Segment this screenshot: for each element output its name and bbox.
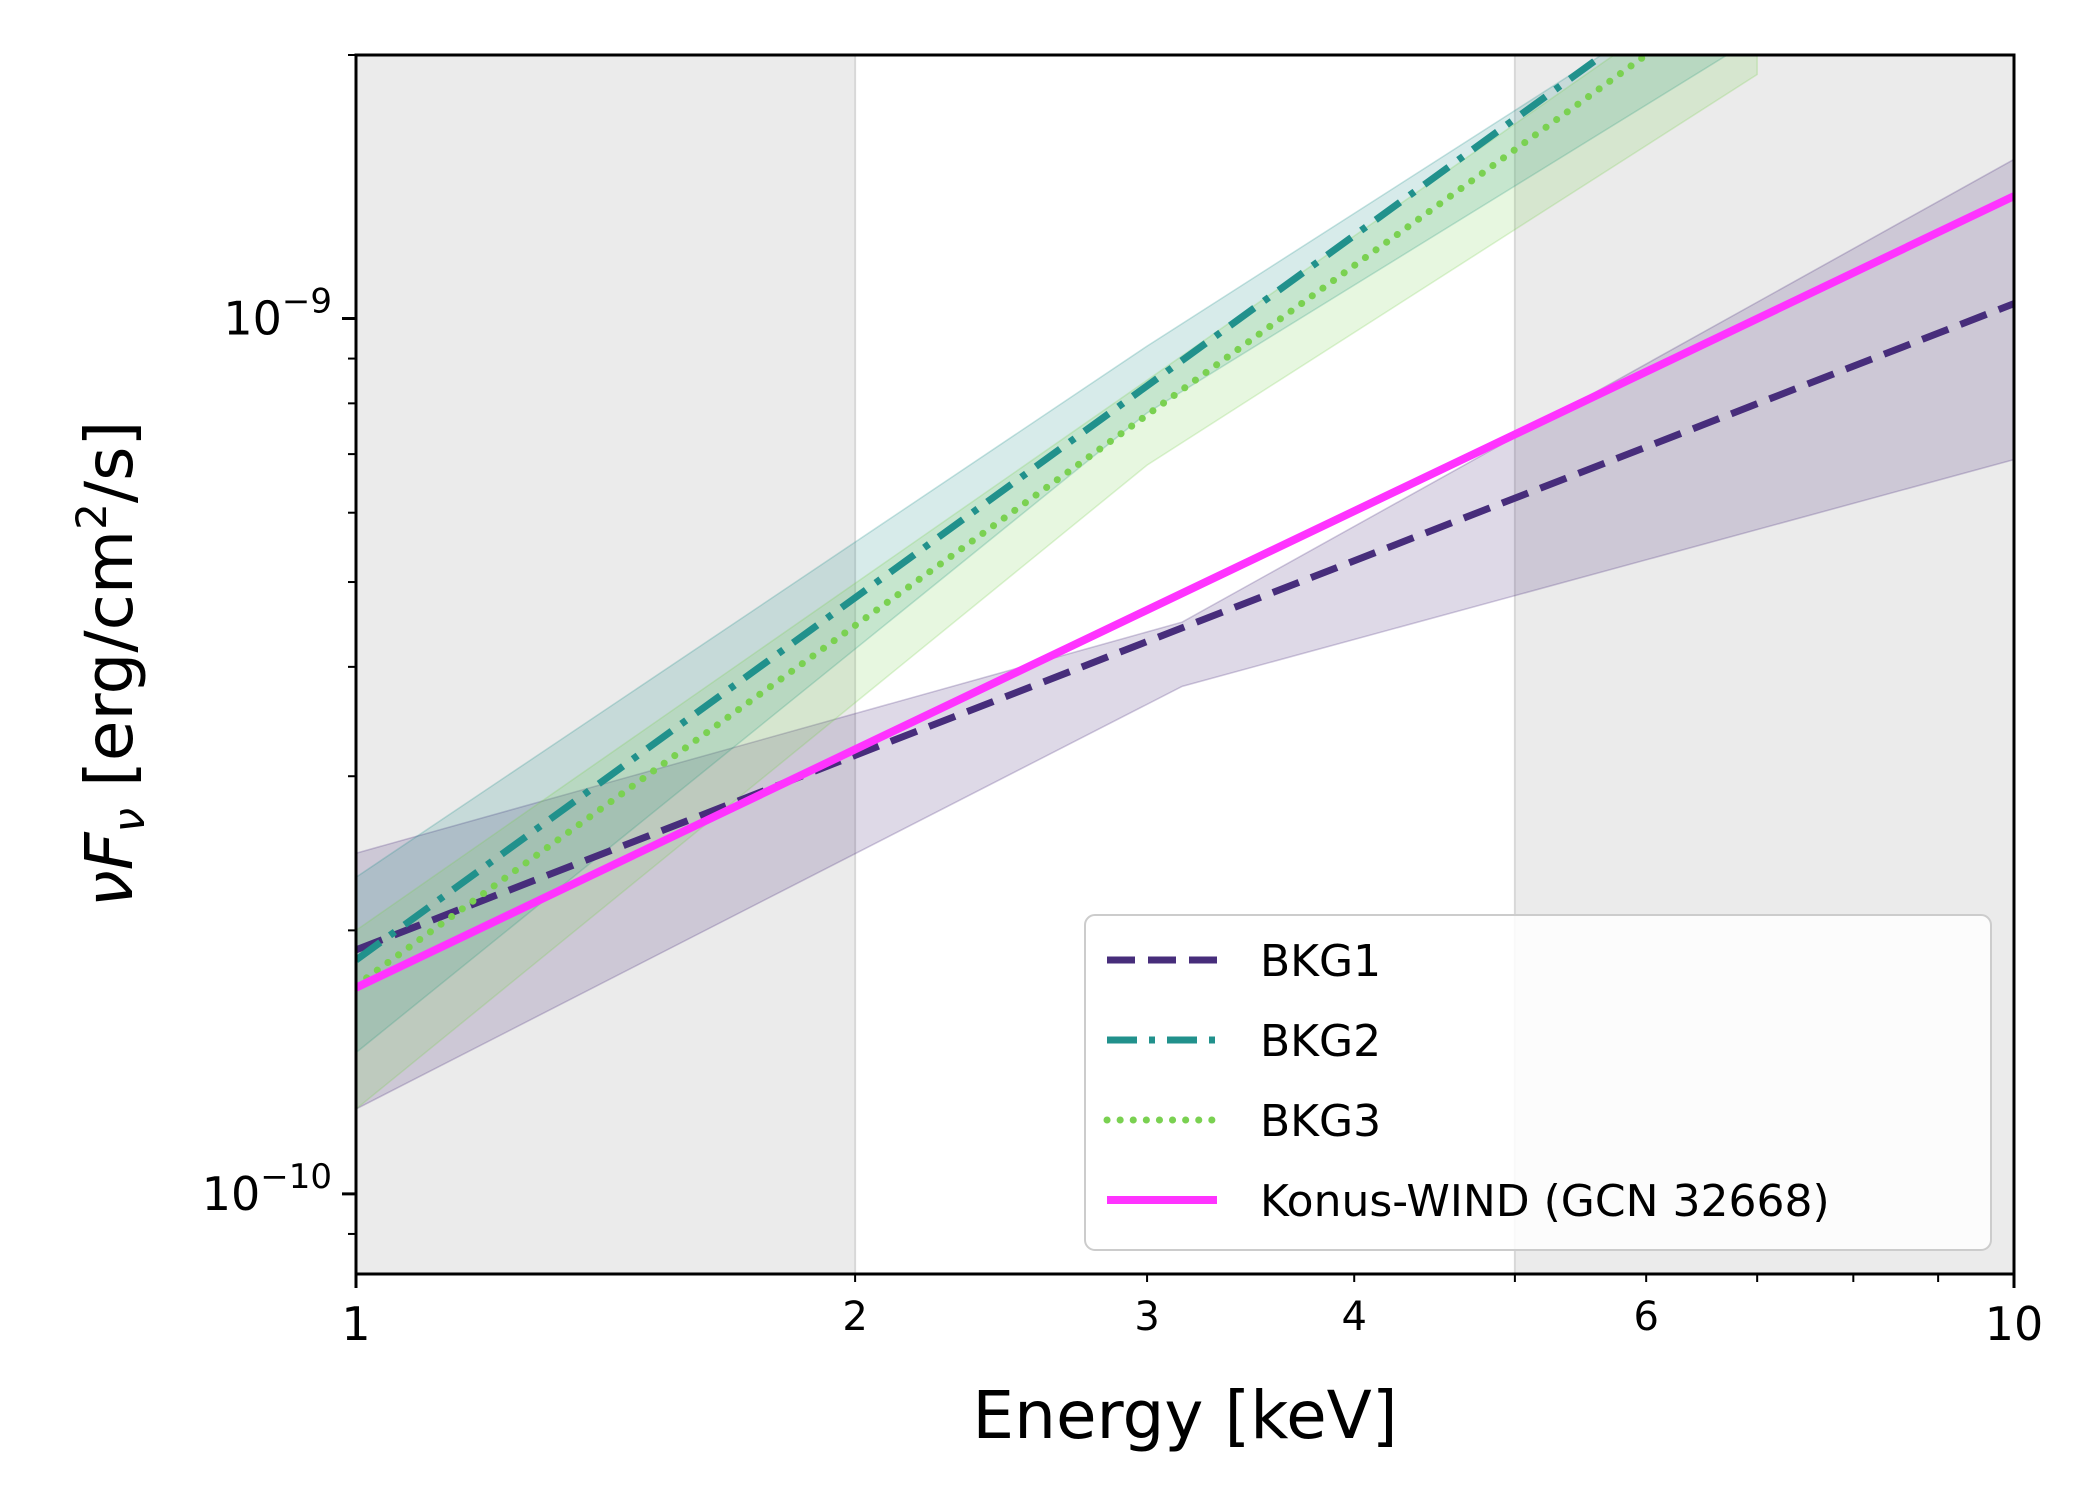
band-bkg2 xyxy=(356,55,1729,1054)
shaded-regions xyxy=(356,55,2014,1274)
series-lines xyxy=(356,55,2014,992)
band-bkg3 xyxy=(356,55,1758,1111)
series-line-bkg1 xyxy=(356,300,2014,954)
y-tick-label: 10−10 xyxy=(202,1157,332,1221)
series-line-bkg2 xyxy=(356,55,1605,963)
plot-frame xyxy=(354,53,2016,1276)
legend-box xyxy=(1084,914,1992,1251)
x-tick-label: 1 xyxy=(341,1297,370,1351)
x-tick-label: 10 xyxy=(1985,1297,2044,1351)
x-axis-label: Energy [keV] xyxy=(972,1377,1397,1454)
series-line-konus-wind-gcn-32668 xyxy=(356,192,2014,992)
y-axis-label: νFν [erg/cm2/s] xyxy=(67,421,155,908)
y-tick-label: 10−9 xyxy=(223,282,332,346)
x-tick-label: 2 xyxy=(842,1294,867,1340)
legend-label-bkg2: BKG2 xyxy=(1260,1016,1381,1067)
legend: BKG1 BKG2 BKG3 Konus-WIND (GCN 32668) xyxy=(1084,914,1992,1251)
x-tick-label: 6 xyxy=(1633,1294,1658,1340)
excluded-band-1 xyxy=(356,55,856,1274)
axis-ticks: 1 10 2 3 4 6 10−9 10−10 xyxy=(202,54,2044,1351)
legend-label-konus-wind-gcn-32668: Konus-WIND (GCN 32668) xyxy=(1260,1176,1830,1227)
x-tick-label: 3 xyxy=(1134,1294,1159,1340)
x-tick-label: 4 xyxy=(1341,1294,1366,1340)
legend-label-bkg1: BKG1 xyxy=(1260,936,1381,987)
series-line-bkg3 xyxy=(356,55,1650,990)
legend-label-bkg3: BKG3 xyxy=(1260,1096,1381,1147)
